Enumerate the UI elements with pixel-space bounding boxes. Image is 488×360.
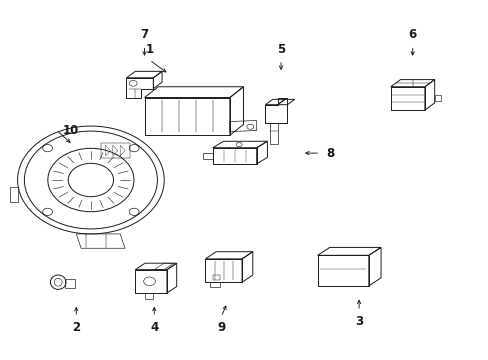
Text: 3: 3 — [354, 315, 363, 328]
Bar — [390, 87, 424, 110]
Text: 4: 4 — [150, 321, 158, 334]
Bar — [135, 270, 166, 293]
Text: 6: 6 — [408, 28, 416, 41]
Text: 7: 7 — [140, 28, 148, 41]
Text: 8: 8 — [325, 147, 333, 159]
Text: 5: 5 — [276, 42, 285, 55]
Text: 10: 10 — [62, 124, 79, 137]
Bar — [144, 98, 229, 135]
Bar — [212, 148, 256, 164]
Bar — [205, 259, 242, 282]
Text: 1: 1 — [145, 42, 153, 55]
Text: 9: 9 — [217, 321, 225, 334]
Text: 2: 2 — [72, 321, 80, 334]
Bar — [317, 255, 368, 286]
